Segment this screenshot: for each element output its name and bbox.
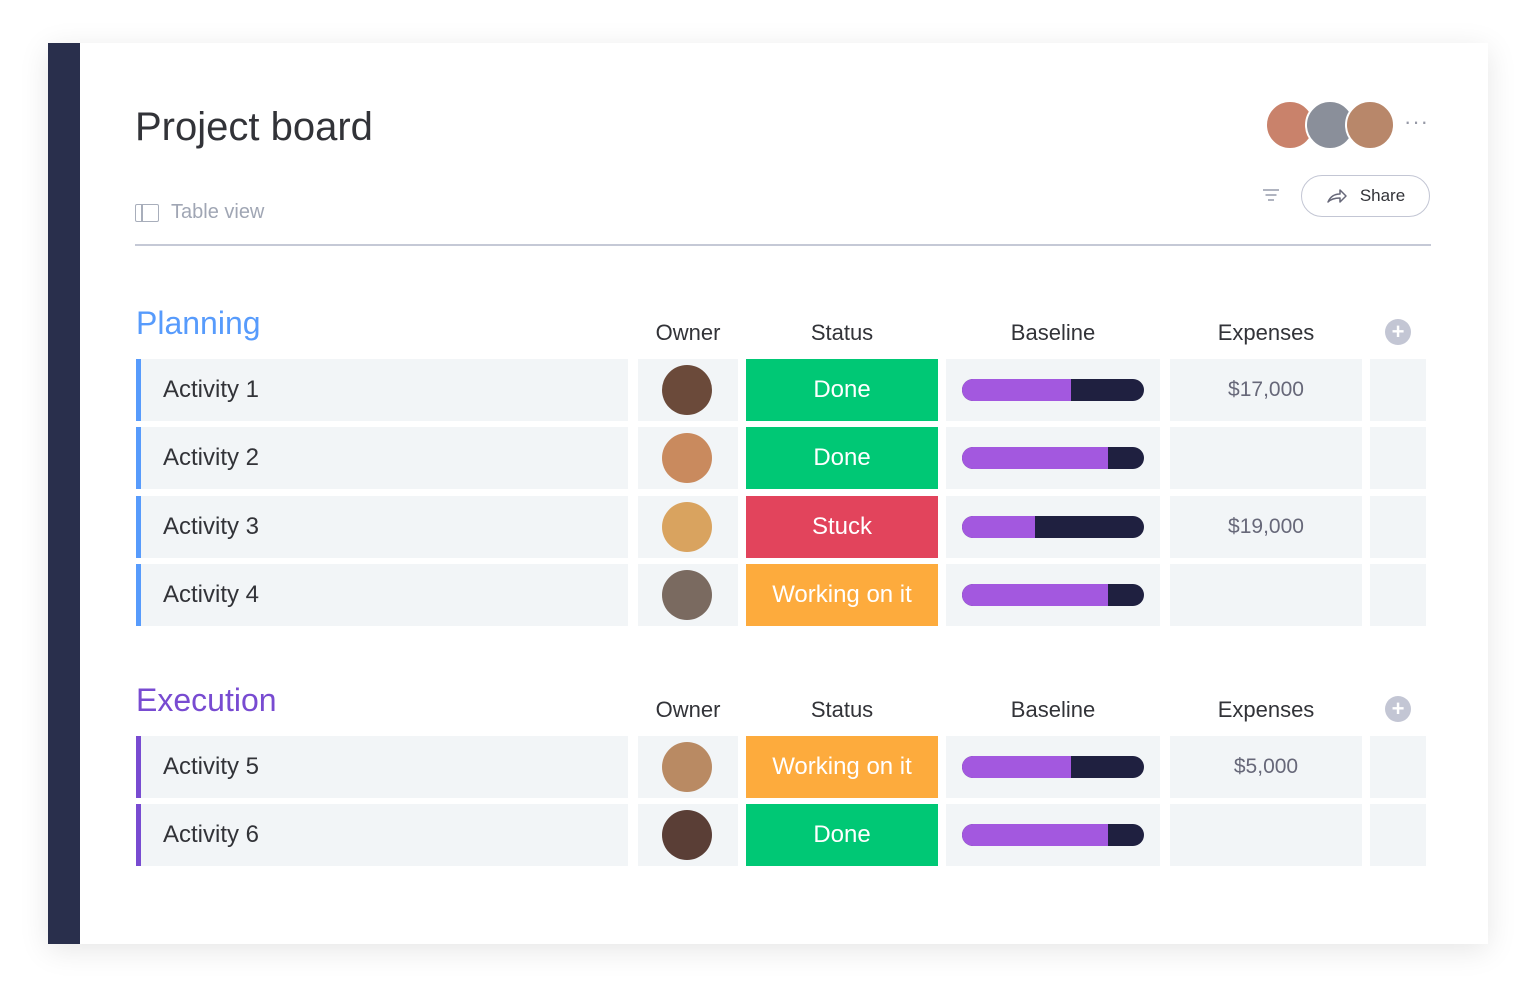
baseline-cell[interactable] xyxy=(946,564,1160,626)
item-name: Activity 2 xyxy=(163,444,260,471)
expenses-cell[interactable] xyxy=(1170,427,1362,489)
empty-cell[interactable] xyxy=(1370,496,1426,558)
more-options-icon[interactable]: ··· xyxy=(1404,109,1429,134)
baseline-bar xyxy=(962,516,1144,538)
item-name: Activity 4 xyxy=(163,581,260,608)
expenses-cell[interactable]: $19,000 xyxy=(1170,496,1362,558)
table-view-tab[interactable]: Table view xyxy=(135,201,264,224)
item-name-cell[interactable]: Activity 4 xyxy=(136,564,628,626)
item-name-cell[interactable]: Activity 2 xyxy=(136,427,628,489)
page-title: Project board xyxy=(135,105,373,149)
item-name-cell[interactable]: Activity 3 xyxy=(136,496,628,558)
share-arrow-icon xyxy=(1327,189,1347,203)
owner-avatar xyxy=(662,502,712,552)
share-button[interactable]: Share xyxy=(1301,175,1430,217)
baseline-bar-fill xyxy=(962,447,1108,469)
column-header-status[interactable]: Status xyxy=(810,320,874,345)
baseline-cell[interactable] xyxy=(946,427,1160,489)
empty-cell[interactable] xyxy=(1370,564,1426,626)
group-title-planning[interactable]: Planning xyxy=(136,305,261,341)
column-header-owner[interactable]: Owner xyxy=(655,697,721,722)
owner-avatar xyxy=(662,742,712,792)
owner-avatar xyxy=(662,365,712,415)
group-color-accent xyxy=(136,359,141,421)
expenses-cell[interactable]: $17,000 xyxy=(1170,359,1362,421)
group-color-accent xyxy=(136,804,141,866)
group-color-accent xyxy=(136,564,141,626)
baseline-cell[interactable] xyxy=(946,736,1160,798)
baseline-bar xyxy=(962,584,1144,606)
share-label: Share xyxy=(1359,186,1406,205)
baseline-bar-fill xyxy=(962,516,1035,538)
baseline-bar-fill xyxy=(962,756,1072,778)
empty-cell[interactable] xyxy=(1370,359,1426,421)
item-name-cell[interactable]: Activity 5 xyxy=(136,736,628,798)
item-name: Activity 5 xyxy=(163,753,260,780)
owner-cell[interactable] xyxy=(638,564,738,626)
owner-avatar xyxy=(662,810,712,860)
add-column-icon[interactable]: + xyxy=(1385,319,1411,345)
item-name: Activity 1 xyxy=(163,376,260,403)
expenses-cell[interactable] xyxy=(1170,564,1362,626)
status-cell[interactable]: Working on it xyxy=(746,564,938,626)
group-color-accent xyxy=(136,496,141,558)
table-view-label: Table view xyxy=(171,201,265,223)
group-title-execution[interactable]: Execution xyxy=(136,682,277,718)
baseline-bar-fill xyxy=(962,379,1072,401)
baseline-bar-fill xyxy=(962,584,1108,606)
expenses-cell[interactable] xyxy=(1170,804,1362,866)
status-cell[interactable]: Done xyxy=(746,427,938,489)
owner-cell[interactable] xyxy=(638,804,738,866)
column-header-baseline[interactable]: Baseline xyxy=(1010,697,1096,722)
status-cell[interactable]: Done xyxy=(746,804,938,866)
empty-cell[interactable] xyxy=(1370,427,1426,489)
baseline-cell[interactable] xyxy=(946,496,1160,558)
baseline-bar-fill xyxy=(962,824,1108,846)
baseline-cell[interactable] xyxy=(946,804,1160,866)
group-color-accent xyxy=(136,736,141,798)
owner-avatar xyxy=(662,433,712,483)
board-card: Project board ··· Table view Share Plann… xyxy=(48,43,1488,944)
expenses-cell[interactable]: $5,000 xyxy=(1170,736,1362,798)
empty-cell[interactable] xyxy=(1370,804,1426,866)
column-header-status[interactable]: Status xyxy=(810,697,874,722)
item-name: Activity 6 xyxy=(163,821,260,848)
baseline-bar xyxy=(962,379,1144,401)
baseline-cell[interactable] xyxy=(946,359,1160,421)
empty-cell[interactable] xyxy=(1370,736,1426,798)
header-divider xyxy=(135,244,1431,246)
left-sidebar xyxy=(48,43,80,944)
status-cell[interactable]: Working on it xyxy=(746,736,938,798)
baseline-bar xyxy=(962,756,1144,778)
baseline-bar xyxy=(962,447,1144,469)
item-name-cell[interactable]: Activity 6 xyxy=(136,804,628,866)
status-cell[interactable]: Stuck xyxy=(746,496,938,558)
owner-cell[interactable] xyxy=(638,427,738,489)
column-header-baseline[interactable]: Baseline xyxy=(1010,320,1096,345)
column-header-owner[interactable]: Owner xyxy=(655,320,721,345)
table-view-icon xyxy=(135,203,159,222)
column-header-expenses[interactable]: Expenses xyxy=(1217,320,1315,345)
avatar[interactable] xyxy=(1345,100,1395,150)
add-column-icon[interactable]: + xyxy=(1385,696,1411,722)
owner-cell[interactable] xyxy=(638,736,738,798)
group-color-accent xyxy=(136,427,141,489)
owner-cell[interactable] xyxy=(638,359,738,421)
owner-avatar xyxy=(662,570,712,620)
item-name-cell[interactable]: Activity 1 xyxy=(136,359,628,421)
status-cell[interactable]: Done xyxy=(746,359,938,421)
filter-icon[interactable] xyxy=(1260,184,1282,206)
owner-cell[interactable] xyxy=(638,496,738,558)
column-header-expenses[interactable]: Expenses xyxy=(1217,697,1315,722)
item-name: Activity 3 xyxy=(163,513,260,540)
baseline-bar xyxy=(962,824,1144,846)
